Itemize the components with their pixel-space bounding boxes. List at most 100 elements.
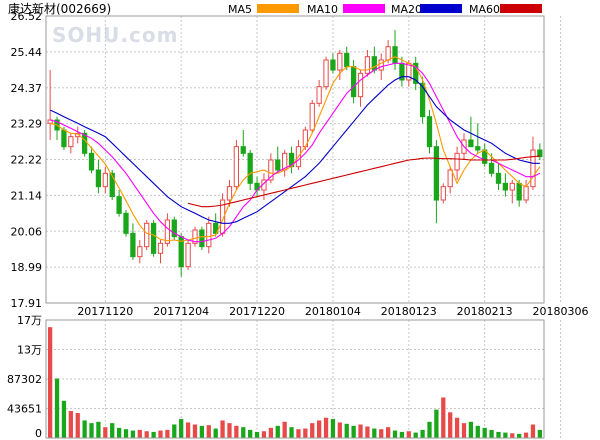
volume-bar [289,427,294,438]
candlestick [275,146,281,174]
volume-bar [192,424,198,438]
volume-bar [82,420,87,438]
candle-body [88,152,95,171]
moving-averages [49,56,541,243]
candlestick [316,80,322,107]
candlestick [419,76,426,124]
legend-item-ma10: MA10 [307,3,385,16]
candle-body [392,46,398,64]
candlestick [454,146,460,180]
candlestick [440,183,446,204]
legend-item-ma20: MA20 [391,3,462,16]
candlestick [468,116,474,148]
candlestick [309,100,315,134]
candle-body [454,152,460,171]
candle-body [537,149,543,158]
legend-label-ma20: MA20 [391,3,422,16]
volume-tick-label: 0 [35,427,42,440]
candlestick [123,210,129,237]
date-tick-label: 20180123 [381,305,437,318]
candle-body [509,182,515,191]
volume-bar [503,432,508,438]
volume-bar [379,429,384,438]
candlestick [206,216,212,254]
candle-body [144,222,150,248]
volume-bar [123,429,129,438]
candle-body [309,102,315,131]
candle-body [350,66,357,98]
price-axis: 26.52 25.44 24.37 23.29 22.22 21.14 20.06 18.99… [11,10,43,310]
price-tick-label: 24.37 [11,82,43,95]
candle-body [440,186,446,201]
legend-item-ma5: MA5 [228,3,299,16]
volume-bar [365,426,370,438]
candle-body [337,52,343,71]
volume-bar [523,432,529,438]
volume-bar [434,409,439,438]
volume-bar [282,421,287,438]
date-tick-label: 20180213 [457,305,513,318]
volume-bar [475,425,480,438]
volume-bar [496,431,501,438]
candlestick [502,173,509,197]
candlestick [185,240,191,270]
volume-bar [372,428,377,438]
candlestick [150,220,157,257]
candle-body [419,82,426,118]
candle-body [385,46,391,61]
candlestick [95,160,102,194]
candlestick [475,123,481,154]
candle-body [213,222,219,234]
price-tick-label: 17.91 [11,297,43,310]
candlestick [68,133,74,154]
candle-body [75,132,81,138]
candlestick [137,240,143,264]
candlestick [102,166,108,194]
volume-bar [220,420,225,438]
candle-body [268,159,274,181]
candle-body [530,149,536,188]
date-axis: 20171120 20171204 20171220 20180104 20180123… [77,305,588,318]
candle-body [475,146,481,151]
candlestick [88,146,95,174]
candlestick [323,56,329,90]
candle-body [68,136,74,148]
volume-bar [103,427,108,438]
volume-bar [165,429,170,438]
volume-bar [179,419,184,438]
candlestick [233,140,240,190]
candle-body [171,219,177,238]
volume-bar [344,423,349,438]
candle-body [275,159,281,171]
candlestick [495,163,502,190]
volume-bar [530,424,536,438]
stock-title: 康达新材(002669) [8,1,111,16]
candle-body [116,196,122,214]
candlestick [364,50,371,77]
candle-body [323,59,329,88]
candlestick [447,166,453,194]
ma-line-ma20 [49,76,540,224]
candlestick [213,213,219,237]
volume-bars [48,327,542,438]
volume-bar [358,424,363,438]
candlestick [247,150,253,190]
volume-bar [468,421,474,438]
price-panel-frame [45,15,545,304]
volume-bar [144,431,149,438]
candlestick [240,130,246,157]
volume-tick-label: 17万 [17,314,42,327]
volume-tick-label: 13万 [17,344,42,357]
volume-bar [75,412,80,438]
volume-bar [48,327,53,438]
volume-bar [330,419,336,438]
candle-body [426,116,433,148]
volume-bar [130,430,136,438]
candle-body [357,72,364,98]
price-tick-label: 26.52 [11,10,43,23]
volume-panel-frame [45,319,545,439]
candle-body [95,169,102,188]
price-tick-label: 22.22 [11,154,43,167]
